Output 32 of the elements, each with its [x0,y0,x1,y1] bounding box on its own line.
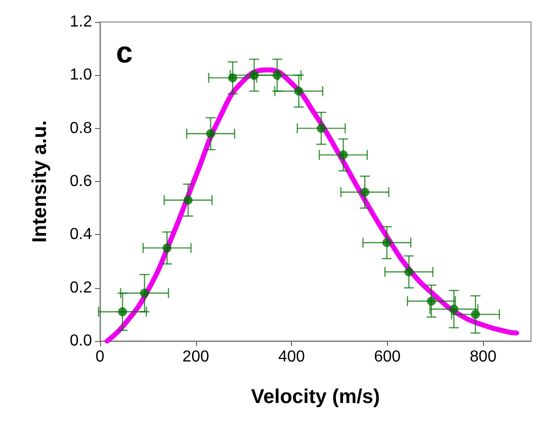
point [382,238,392,248]
x-tick-label: 200 [182,348,210,366]
x-tick-label: 0 [96,348,105,366]
y-tick-label: 0.0 [70,332,92,350]
y-tick-label: 0.6 [70,173,92,190]
point [360,188,370,197]
point [118,307,128,316]
point [250,70,259,80]
x-tick-label: 600 [374,348,401,366]
point [184,196,193,205]
point [206,129,216,138]
point [294,86,304,96]
point [162,243,172,252]
point [338,150,348,160]
y-axis-title: Intensity a.u. [29,120,51,243]
point [272,70,282,80]
annotation: c [116,36,133,70]
point [228,73,238,82]
x-tick-label: 400 [278,348,305,366]
point [426,296,436,306]
y-tick-label: 0.8 [70,120,92,137]
point [404,267,414,276]
y-tick-label: 0.4 [70,226,92,244]
x-tick-label: 800 [470,348,497,366]
y-tick-label: 0.2 [70,279,92,296]
point [140,288,150,298]
point [316,124,326,133]
point [470,310,480,319]
x-axis-title: Velocity (m/s) [251,386,380,408]
point [449,304,458,314]
y-tick-label: 1.0 [70,66,92,84]
y-tick-label: 1.2 [70,14,92,30]
